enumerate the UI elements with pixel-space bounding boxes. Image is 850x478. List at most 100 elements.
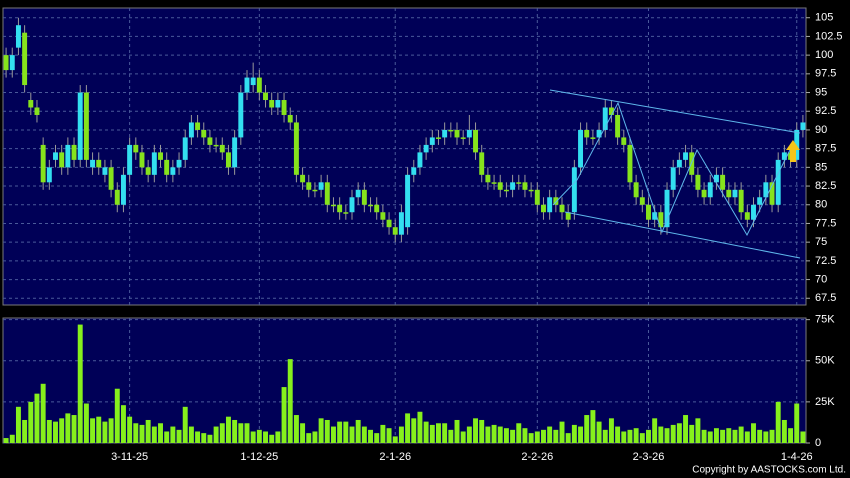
volume-bar (775, 401, 781, 443)
candle-body (528, 189, 534, 192)
volume-bar (15, 406, 21, 443)
channel-lower (564, 211, 801, 259)
candle-body (794, 129, 800, 160)
candle-body (151, 152, 157, 175)
candle-body (232, 137, 238, 168)
volume-tick-label: 25K (815, 396, 835, 408)
candle-body (763, 182, 769, 198)
candle-body (263, 92, 268, 101)
candle-body (158, 152, 163, 160)
volume-bar (497, 426, 503, 443)
annotations (549, 89, 801, 259)
volume-bar (454, 419, 460, 443)
x-tick-label: 1-4-26 (781, 451, 813, 463)
volume-bar (232, 419, 238, 443)
volume-bar (522, 428, 528, 443)
candle-body (164, 159, 170, 175)
candle-body (201, 129, 207, 138)
candle-body (707, 182, 713, 198)
candle-body (195, 122, 201, 130)
volume-tick-label: 0 (815, 437, 821, 449)
volume-bar (732, 429, 738, 443)
candle-body (732, 189, 738, 198)
candle-body (429, 137, 435, 145)
volume-bar (281, 387, 287, 443)
candle-body (256, 77, 262, 93)
candle-body (318, 182, 324, 190)
channel-upper (549, 89, 801, 134)
candle-body (281, 100, 287, 115)
volume-bar (368, 429, 373, 443)
y-tick-label: 82.5 (815, 180, 836, 192)
candle-body (454, 129, 460, 138)
volume-bar (757, 429, 763, 443)
candle-body (503, 189, 509, 192)
candle-body (627, 144, 633, 183)
candle-body (639, 197, 645, 205)
candle-body (602, 107, 608, 130)
volume-bar (658, 426, 664, 443)
candle-body (337, 204, 343, 213)
candle-body (15, 25, 21, 48)
volume-bar (361, 426, 367, 443)
volume-bar (28, 401, 34, 443)
volume-bar (269, 434, 275, 443)
price-panel (2, 7, 807, 306)
volume-bar (127, 416, 133, 443)
candle-body (466, 129, 472, 138)
candle-body (553, 197, 559, 205)
volume-bar (3, 438, 9, 443)
copyright: Copyright by AASTOCKS.com Ltd. (692, 465, 846, 476)
candle-body (670, 167, 676, 190)
volume-bar (386, 428, 392, 443)
volume-bar (571, 424, 577, 443)
volume-bar (479, 419, 485, 443)
volume-bar (207, 434, 213, 443)
volume-bar (565, 433, 571, 443)
volume-bar (652, 418, 658, 443)
candle-body (392, 227, 398, 235)
candle-body (349, 197, 355, 213)
y-tick-label: 105 (815, 12, 833, 24)
candle-body (676, 159, 682, 168)
volume-bar (380, 424, 386, 443)
volume-bar (744, 431, 750, 443)
volume-bar (602, 429, 608, 443)
candle-body (485, 174, 491, 183)
volume-bar (318, 418, 324, 443)
volume-bar (120, 405, 126, 443)
volume-bar (176, 429, 182, 443)
volume-bar (738, 426, 744, 443)
x-tick-label: 3-11-25 (111, 451, 148, 463)
volume-tick-label: 75K (815, 314, 835, 326)
candle-body (34, 107, 40, 115)
candle-body (59, 152, 65, 168)
zigzag (552, 101, 791, 237)
candle-body (368, 204, 373, 207)
candle-body (306, 182, 312, 190)
volume-bar (485, 426, 491, 443)
arrow (786, 140, 800, 162)
volume-bar (794, 403, 800, 443)
volume-bar (108, 418, 114, 443)
candle-body (516, 182, 522, 184)
volume-panel (2, 317, 807, 444)
volume-bar (219, 423, 225, 443)
volume-bar (287, 359, 293, 443)
volume-bar (34, 393, 40, 443)
candle-body (534, 189, 540, 205)
volume-bar (201, 433, 207, 443)
candle-body (713, 174, 719, 183)
y-tick-label: 92.5 (815, 105, 836, 117)
candle-body (324, 182, 330, 205)
volume-bar (578, 426, 584, 443)
volume-bar (164, 431, 170, 443)
candle-body (423, 144, 429, 153)
candle-body (28, 100, 34, 108)
volume-bar (491, 424, 497, 443)
volume-bar (405, 413, 411, 443)
volume-bar (720, 429, 726, 443)
volume-bar (547, 426, 553, 443)
candle-body (738, 189, 744, 213)
